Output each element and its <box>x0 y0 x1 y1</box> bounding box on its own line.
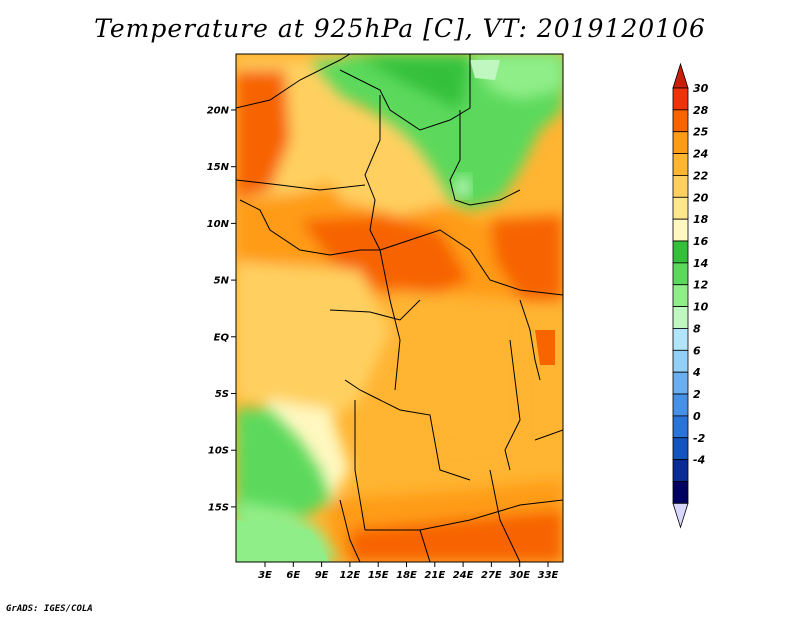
colorbar-swatch <box>672 153 689 176</box>
colorbar-label: 22 <box>693 169 709 182</box>
colorbar-swatch <box>672 371 689 395</box>
colorbar-swatch <box>672 481 689 504</box>
colorbar-swatch <box>672 437 689 461</box>
colorbar-label: 0 <box>693 410 701 423</box>
colorbar-label: 16 <box>693 235 709 248</box>
lat-label: 10N <box>207 219 230 230</box>
colorbar-label: 30 <box>693 82 709 95</box>
colorbar-swatch <box>672 306 689 329</box>
colorbar-label: 24 <box>693 148 708 161</box>
colorbar-label: 2 <box>693 388 701 401</box>
colorbar-label: 8 <box>693 322 701 335</box>
colorbar-bottom-arrow <box>672 502 689 529</box>
lon-label: 33E <box>538 570 559 581</box>
colorbar-swatch <box>672 240 689 264</box>
latitude-axis: 20N 15N 10N 5N EQ 5S 10S 15S <box>207 106 236 513</box>
lon-label: 3E <box>258 570 272 581</box>
lon-label: 6E <box>286 570 300 581</box>
colorbar-swatch <box>672 87 689 111</box>
lat-label: 5N <box>214 276 230 287</box>
lon-label: 24E <box>453 570 474 581</box>
colorbar-top-arrow <box>672 62 689 89</box>
colorbar-swatch <box>672 131 689 154</box>
colorbar-label: 6 <box>693 344 701 357</box>
lat-label: EQ <box>214 332 230 343</box>
colorbar-swatch <box>672 393 689 417</box>
lat-label: 15N <box>207 162 230 173</box>
colorbar-label: 10 <box>693 301 709 314</box>
colorbar-label: 20 <box>693 191 709 204</box>
colorbar-label: 4 <box>692 366 701 379</box>
colorbar-label: -4 <box>693 454 705 467</box>
footer-credit: GrADS: IGES/COLA <box>6 604 93 614</box>
map-frame <box>235 53 564 563</box>
lon-label: 30E <box>509 570 530 581</box>
country-borders <box>236 54 563 562</box>
colorbar-swatch <box>672 175 689 198</box>
lon-label: 9E <box>315 570 329 581</box>
colorbar-label: -2 <box>693 432 706 445</box>
lon-label: 27E <box>481 570 502 581</box>
colorbar-label: 28 <box>693 104 709 117</box>
colorbar-swatch <box>672 109 689 133</box>
lon-label: 12E <box>340 570 361 581</box>
map-title: Temperature at 925hPa [C], VT: 201912010… <box>94 14 706 43</box>
colorbar-label: 25 <box>693 126 709 139</box>
lon-label: 18E <box>396 570 417 581</box>
longitude-axis: 3E 6E 9E 12E 15E 18E 21E 24E 27E 30E 33E <box>258 562 559 581</box>
colorbar-swatch <box>672 415 689 439</box>
colorbar-swatch <box>672 284 689 307</box>
colorbar-label: 14 <box>693 257 708 270</box>
lon-label: 15E <box>368 570 389 581</box>
temperature-field <box>236 54 563 562</box>
lat-label: 15S <box>208 502 229 513</box>
lat-label: 10S <box>208 446 229 457</box>
colorbar-label: 18 <box>693 213 709 226</box>
colorbar-swatch <box>672 349 689 373</box>
lat-label: 20N <box>207 106 230 117</box>
lat-label: 5S <box>215 389 229 400</box>
colorbar-label: 12 <box>693 279 709 292</box>
colorbar-swatch <box>672 328 689 351</box>
lon-label: 21E <box>424 570 445 581</box>
colorbar-swatch <box>672 218 689 242</box>
colorbar-swatch <box>672 196 689 220</box>
colorbar-swatch <box>672 459 689 482</box>
colorbar-swatch <box>672 262 689 286</box>
